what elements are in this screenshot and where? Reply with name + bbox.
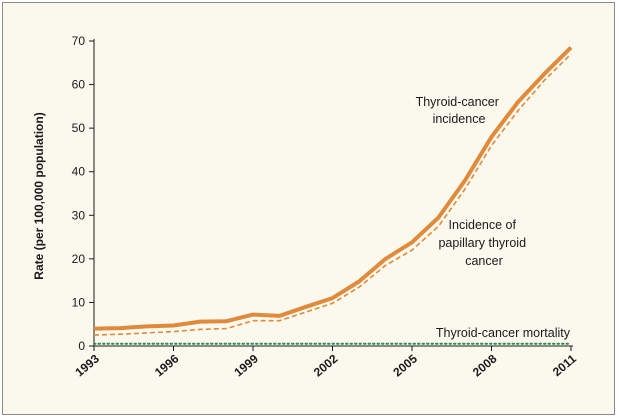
axes [93, 39, 573, 347]
y-tick-label: 50 [72, 121, 86, 135]
series-layer [93, 46, 573, 345]
y-axis-ticks: 0 10 20 30 40 50 60 70 [72, 34, 94, 353]
y-tick-label: 0 [78, 339, 85, 353]
series-line-1 [93, 53, 572, 336]
x-tick-label: 2005 [390, 351, 420, 379]
annotation-papillary-line-1: Incidence of [449, 218, 517, 232]
y-tick-label: 60 [72, 78, 86, 92]
y-tick-label: 70 [72, 34, 86, 48]
x-tick-label: 1996 [152, 351, 182, 379]
x-axis-ticks: 1993 1996 1999 2002 2005 2008 2011 [72, 346, 579, 379]
annotation-mortality: Thyroid-cancer mortality [436, 326, 571, 340]
y-tick-label: 10 [72, 295, 86, 309]
y-tick-label: 40 [72, 165, 86, 179]
x-tick-label: 2002 [311, 351, 341, 379]
x-tick-label: 2011 [550, 351, 579, 379]
annotation-incidence-line-2: incidence [433, 112, 486, 126]
x-tick-label: 1993 [72, 351, 102, 379]
x-tick-label: 1999 [231, 351, 261, 379]
y-tick-label: 20 [72, 252, 86, 266]
y-tick-label: 30 [72, 208, 86, 222]
annotation-papillary-line-3: cancer [465, 254, 503, 268]
series-line-0 [93, 46, 573, 331]
y-axis-label: Rate (per 100,000 population) [32, 112, 46, 279]
annotation-incidence-line-1: Thyroid-cancer [416, 95, 499, 109]
annotation-papillary-line-2: papillary thyroid [438, 236, 526, 250]
x-tick-label: 2008 [470, 351, 500, 379]
annotation-incidence: Thyroid-cancer incidence [416, 95, 503, 126]
annotation-papillary: Incidence of papillary thyroid cancer [438, 218, 529, 268]
